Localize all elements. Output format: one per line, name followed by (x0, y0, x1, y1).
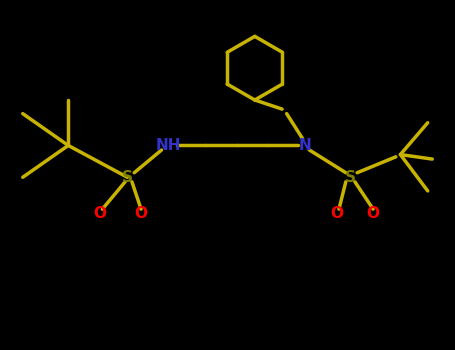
Text: O: O (94, 206, 106, 221)
Text: S: S (345, 170, 356, 185)
Text: S: S (122, 170, 133, 185)
Text: O: O (367, 206, 379, 221)
Text: NH: NH (156, 138, 181, 153)
Text: N: N (298, 138, 311, 153)
Text: O: O (330, 206, 343, 221)
Text: O: O (135, 206, 147, 221)
